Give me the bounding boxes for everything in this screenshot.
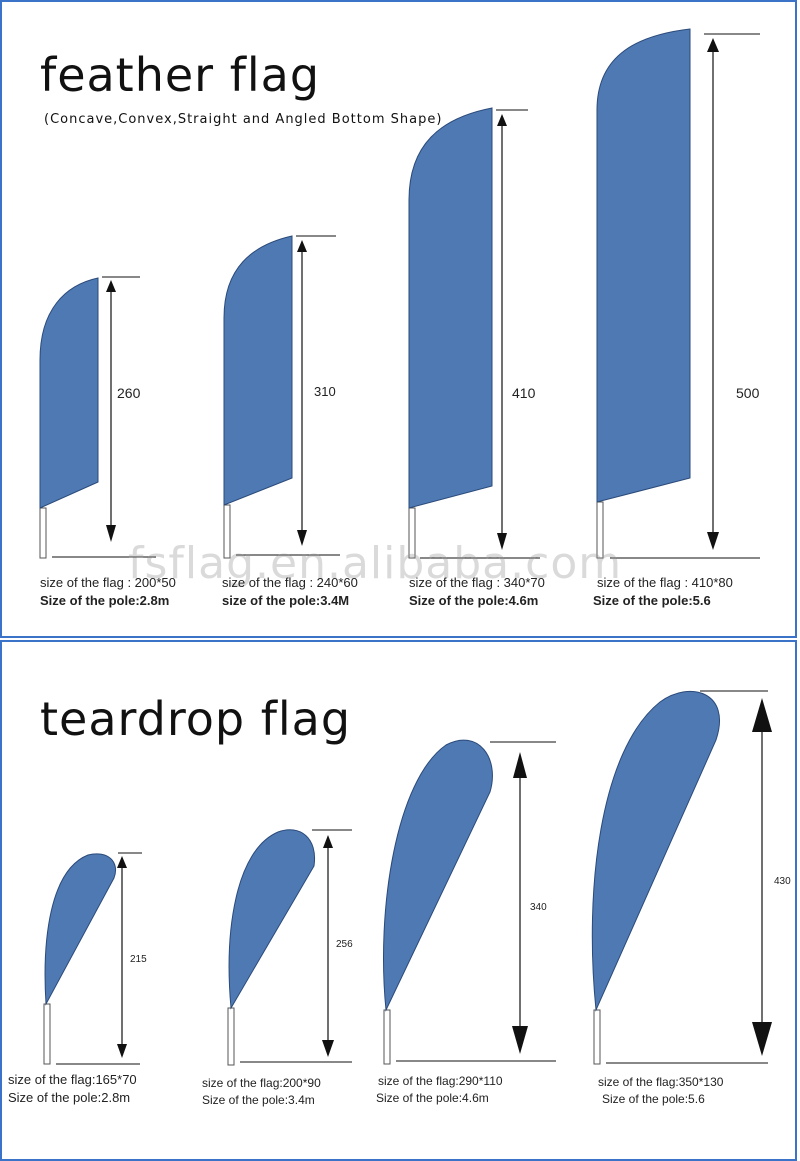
arrow-up-icon	[323, 835, 333, 848]
arrow-up-icon	[513, 752, 527, 778]
feather-flag-1: 260	[39, 276, 156, 559]
feather-flag-3: 410	[408, 107, 540, 559]
flag-shape	[223, 235, 293, 506]
flag-shape	[591, 690, 720, 1012]
pole	[408, 507, 416, 559]
flag-shape	[39, 277, 99, 509]
pole	[383, 1009, 391, 1065]
arrow-up-icon	[752, 698, 772, 732]
feather-height-4: 500	[736, 385, 760, 401]
flag-shape	[44, 853, 116, 1006]
arrow-up-icon	[297, 240, 307, 252]
arrow-up-icon	[106, 280, 116, 292]
arrow-up-icon	[117, 856, 127, 868]
feather-height-3: 410	[512, 385, 536, 401]
pole	[43, 1003, 51, 1065]
teardrop-pole-size-4: Size of the pole:5.6	[602, 1092, 705, 1106]
teardrop-height-4: 430	[774, 876, 791, 887]
arrow-down-icon	[512, 1026, 528, 1054]
teardrop-flag-size-2: size of the flag:200*90	[202, 1076, 321, 1090]
pole	[593, 1009, 601, 1065]
arrow-down-icon	[707, 532, 719, 550]
flag-shape	[408, 107, 493, 509]
feather-height-1: 260	[117, 385, 141, 401]
feather-flag-size-4: size of the flag : 410*80	[597, 575, 733, 590]
teardrop-flag-diagram: 215 256 340 430	[43, 690, 791, 1066]
pole	[39, 507, 47, 559]
feather-flag-2: 310	[223, 235, 340, 559]
teardrop-height-1: 215	[130, 954, 147, 965]
teardrop-height-3: 340	[530, 902, 547, 913]
feather-pole-size-2: size of the pole:3.4M	[222, 593, 350, 608]
teardrop-flag-title: teardrop flag	[40, 692, 352, 746]
arrow-down-icon	[322, 1040, 334, 1057]
feather-flag-diagram: 260 310 410 500	[39, 28, 760, 559]
flag-shape	[596, 28, 691, 503]
arrow-down-icon	[497, 533, 507, 550]
teardrop-flag-3: 340	[383, 739, 556, 1065]
pole	[223, 504, 231, 559]
feather-pole-size-3: Size of the pole:4.6m	[409, 593, 539, 608]
teardrop-flag-1: 215	[43, 852, 147, 1065]
teardrop-flag-size-3: size of the flag:290*110	[378, 1074, 503, 1088]
feather-flag-size-1: size of the flag : 200*50	[40, 575, 176, 590]
teardrop-flag-size-1: size of the flag:165*70	[8, 1072, 137, 1087]
arrow-down-icon	[752, 1022, 772, 1056]
arrow-down-icon	[297, 530, 307, 546]
teardrop-pole-size-3: Size of the pole:4.6m	[376, 1091, 489, 1105]
feather-pole-size-1: Size of the pole:2.8m	[40, 593, 170, 608]
arrow-down-icon	[106, 525, 116, 542]
feather-flag-size-2: size of the flag : 240*60	[222, 575, 358, 590]
feather-flag-title: feather flag	[40, 48, 321, 102]
teardrop-pole-size-2: Size of the pole:3.4m	[202, 1093, 315, 1107]
feather-height-2: 310	[314, 384, 336, 399]
watermark: fsflag.en.alibaba.com	[128, 538, 623, 589]
teardrop-height-2: 256	[336, 939, 353, 950]
feather-flag-size-3: size of the flag : 340*70	[409, 575, 545, 590]
feather-flag-4: 500	[596, 28, 760, 559]
arrow-down-icon	[117, 1044, 127, 1058]
teardrop-flag-size-4: size of the flag:350*130	[598, 1075, 724, 1089]
teardrop-pole-size-1: Size of the pole:2.8m	[8, 1090, 131, 1105]
flag-shape	[383, 739, 493, 1012]
flag-shape	[228, 829, 316, 1010]
teardrop-flag-4: 430	[591, 690, 791, 1065]
feather-flag-subtitle: (Concave,Convex,Straight and Angled Bott…	[44, 112, 443, 127]
feather-pole-size-4: Size of the pole:5.6	[593, 593, 711, 608]
teardrop-flag-2: 256	[227, 829, 353, 1066]
arrow-up-icon	[707, 38, 719, 52]
pole	[227, 1007, 235, 1066]
pole	[596, 501, 604, 559]
arrow-up-icon	[497, 114, 507, 126]
